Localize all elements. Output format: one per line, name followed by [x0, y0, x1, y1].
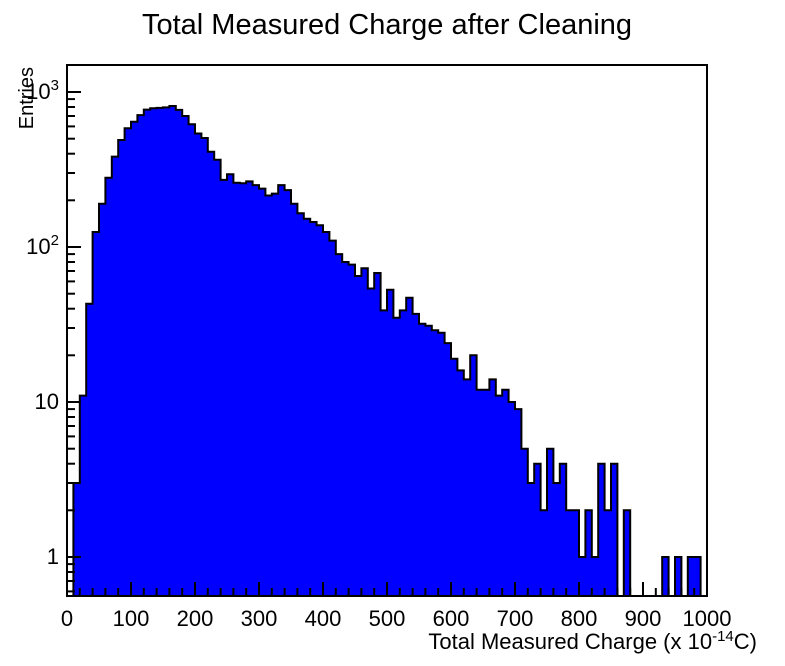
y-tick-label: 103	[26, 77, 59, 104]
y-axis: 1 10 102 103	[26, 77, 81, 593]
y-tick-label: 1	[47, 544, 59, 569]
x-axis: 0 100 200 300 400 500 600 700 800 900 1000	[61, 582, 732, 631]
x-tick-label: 200	[177, 606, 214, 631]
x-tick-label: 800	[561, 606, 598, 631]
x-tick-label: 700	[497, 606, 534, 631]
x-tick-label: 600	[433, 606, 470, 631]
x-axis-title: Total Measured Charge (x 10-14C)	[428, 628, 757, 654]
histogram-bars	[67, 105, 707, 597]
y-axis-title: Entries	[16, 67, 38, 129]
y-tick-label: 102	[26, 232, 59, 259]
chart-title: Total Measured Charge after Cleaning	[142, 9, 632, 41]
x-tick-label: 1000	[683, 606, 732, 631]
y-tick-label: 10	[35, 389, 59, 414]
x-tick-label: 900	[625, 606, 662, 631]
x-tick-label: 400	[305, 606, 342, 631]
x-tick-label: 500	[369, 606, 406, 631]
x-tick-label: 100	[113, 606, 150, 631]
x-tick-label: 300	[241, 606, 278, 631]
x-tick-label: 0	[61, 606, 73, 631]
histogram-step-path	[67, 105, 707, 597]
